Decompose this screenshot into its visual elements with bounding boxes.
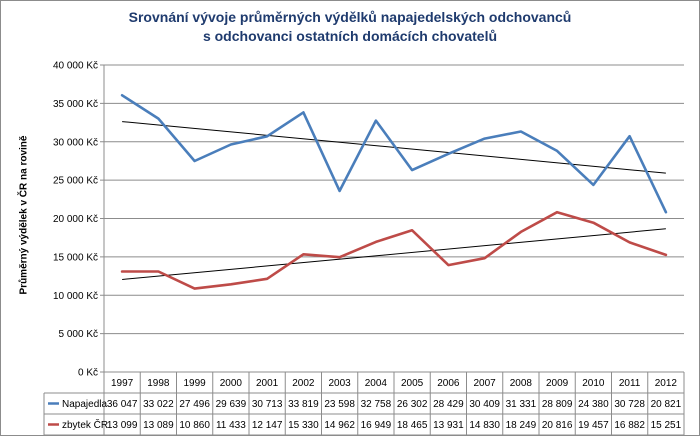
data-label: 30 713 xyxy=(252,399,283,410)
data-label: 24 380 xyxy=(578,399,609,410)
data-label: 30 728 xyxy=(614,399,645,410)
x-tick-label: 2008 xyxy=(510,378,533,389)
y-tick-label: 25 000 Kč xyxy=(53,176,98,187)
data-label: 23 598 xyxy=(324,399,355,410)
x-tick-label: 2009 xyxy=(546,378,569,389)
legend-entry: zbytek ČR xyxy=(62,418,108,431)
x-tick-label: 2000 xyxy=(220,378,243,389)
data-label: 20 816 xyxy=(542,420,573,431)
data-label: 15 251 xyxy=(651,420,682,431)
x-tick-label: 2001 xyxy=(256,378,279,389)
y-tick-label: 15 000 Kč xyxy=(53,252,98,263)
x-tick-label: 2006 xyxy=(437,378,460,389)
legend-entry: Napajedla xyxy=(62,399,107,410)
data-label: 18 465 xyxy=(397,420,428,431)
data-label: 30 409 xyxy=(469,399,500,410)
data-label: 18 249 xyxy=(506,420,537,431)
x-tick-label: 2007 xyxy=(474,378,497,389)
data-label: 31 331 xyxy=(506,399,537,410)
data-label: 16 949 xyxy=(361,420,392,431)
y-tick-label: 5 000 Kč xyxy=(59,329,98,340)
data-label: 29 639 xyxy=(216,399,247,410)
data-label: 14 830 xyxy=(469,420,500,431)
data-label: 28 429 xyxy=(433,399,464,410)
trendline-zbytek-cr xyxy=(122,228,666,280)
data-label: 16 882 xyxy=(614,420,645,431)
data-label: 27 496 xyxy=(179,399,210,410)
data-label: 11 433 xyxy=(216,420,246,431)
data-label: 13 099 xyxy=(107,420,138,431)
data-label: 26 302 xyxy=(397,399,428,410)
series-line-napajedla xyxy=(120,94,668,214)
data-label: 19 457 xyxy=(578,420,609,431)
x-tick-label: 1997 xyxy=(111,378,134,389)
x-tick-label: 2004 xyxy=(365,378,388,389)
x-tick-label: 2012 xyxy=(655,378,678,389)
data-label: 15 330 xyxy=(288,420,319,431)
x-tick-label: 2010 xyxy=(582,378,605,389)
y-tick-label: 10 000 Kč xyxy=(53,291,98,302)
data-label: 33 819 xyxy=(288,399,319,410)
data-label: 13 931 xyxy=(433,420,464,431)
x-tick-label: 2011 xyxy=(619,378,641,389)
x-tick-label: 1999 xyxy=(184,378,207,389)
data-label: 33 022 xyxy=(143,399,174,410)
y-tick-label: 30 000 Kč xyxy=(53,137,98,148)
x-tick-label: 2002 xyxy=(292,378,315,389)
x-tick-label: 1998 xyxy=(147,378,170,389)
y-tick-label: 40 000 Kč xyxy=(53,61,98,72)
data-label: 28 809 xyxy=(542,399,573,410)
chart-title-line-1: Srovnání vývoje průměrných výdělků napaj… xyxy=(128,9,572,25)
data-label: 10 860 xyxy=(179,420,210,431)
series-line-zbytek-cr xyxy=(120,210,668,290)
y-tick-label: 20 000 Kč xyxy=(53,214,98,225)
y-tick-label: 35 000 Kč xyxy=(53,99,98,110)
x-tick-label: 2003 xyxy=(329,378,352,389)
data-label: 14 962 xyxy=(324,420,355,431)
data-label: 12 147 xyxy=(252,420,283,431)
y-tick-label: 0 Kč xyxy=(78,368,98,379)
chart-title-line-2: s odchovanci ostatních domácích chovatel… xyxy=(202,28,498,44)
x-tick-label: 2005 xyxy=(401,378,424,389)
data-label: 20 821 xyxy=(651,399,682,410)
chart-title: Srovnání vývoje průměrných výdělků napaj… xyxy=(0,8,700,46)
data-label: 36 047 xyxy=(107,399,138,410)
data-label: 13 089 xyxy=(143,420,174,431)
data-label: 32 758 xyxy=(361,399,392,410)
